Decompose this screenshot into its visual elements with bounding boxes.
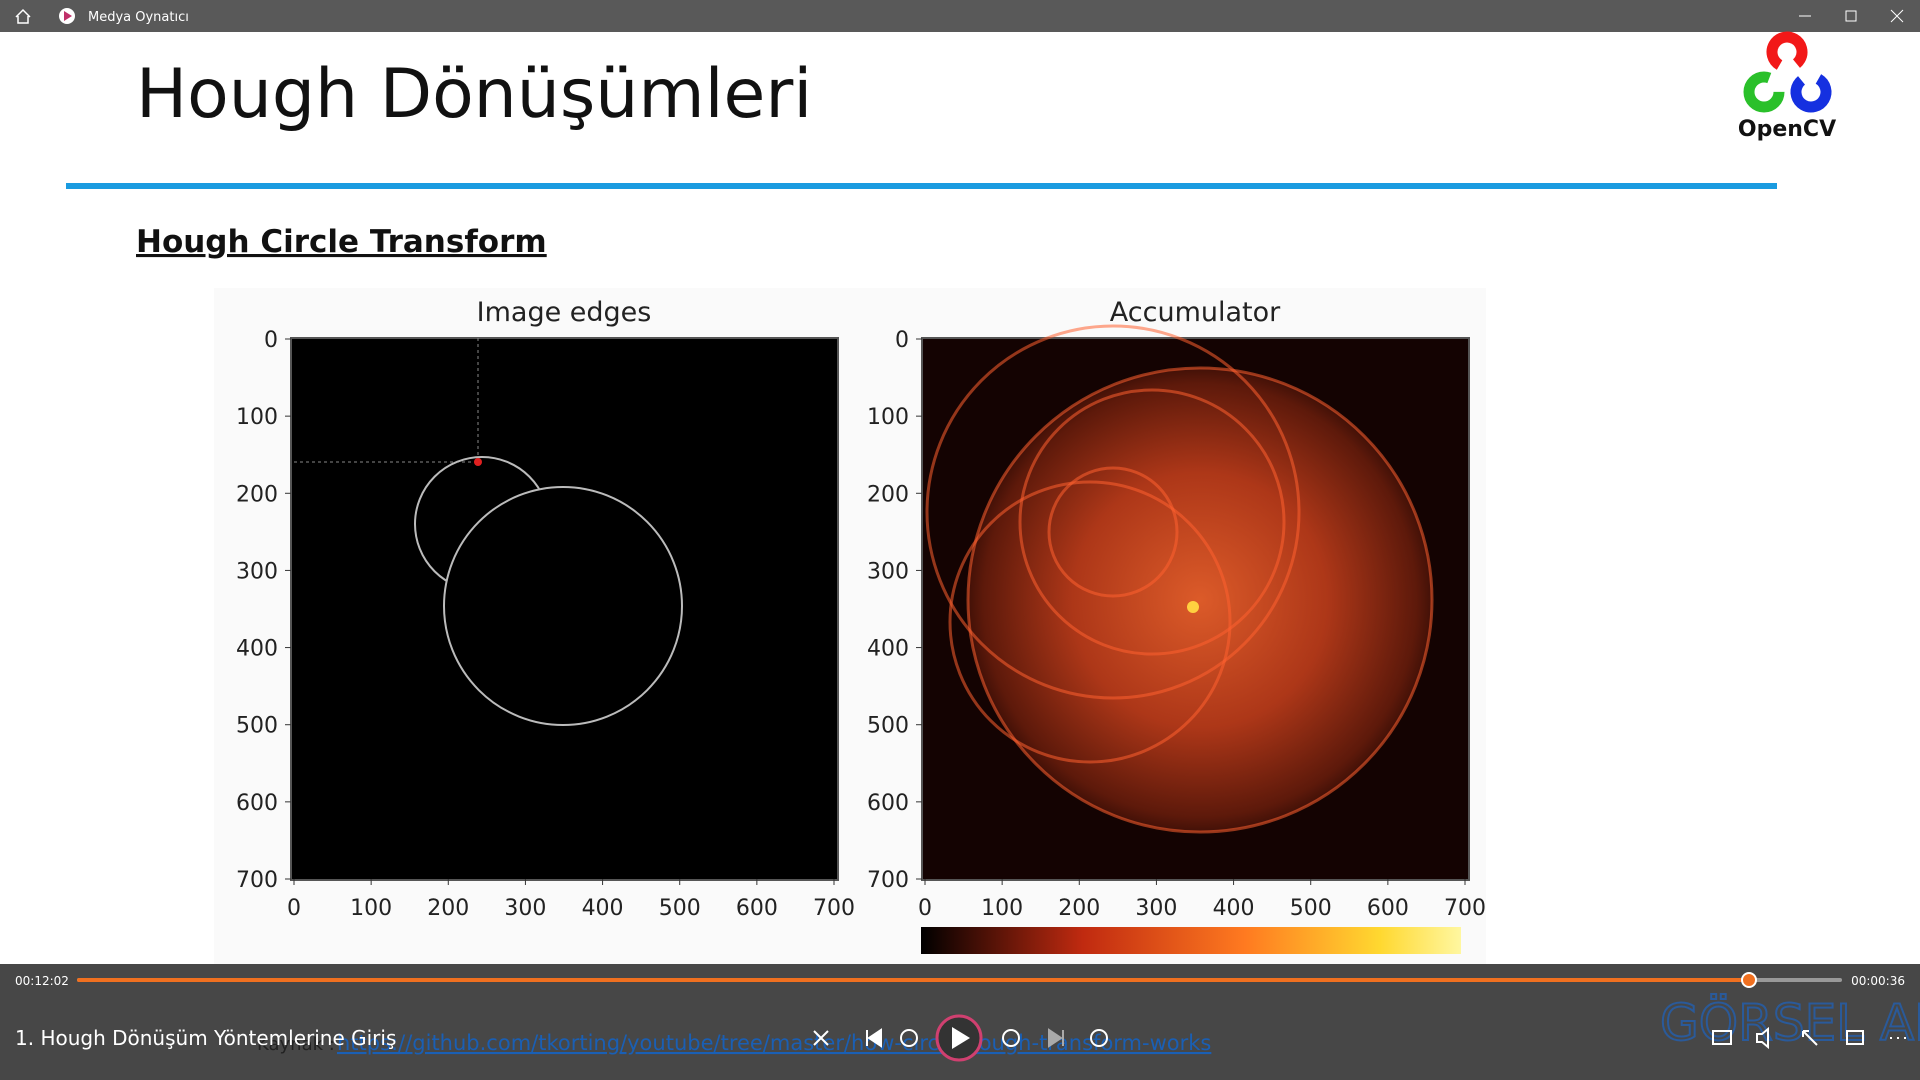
plot-title: Image edges bbox=[477, 297, 652, 328]
divider bbox=[66, 183, 1777, 189]
y-tick-label: 0 bbox=[895, 328, 909, 353]
x-tick-label: 0 bbox=[287, 896, 301, 921]
y-tick-label: 200 bbox=[236, 482, 278, 507]
skip-back-button[interactable] bbox=[900, 1029, 918, 1047]
x-tick-label: 700 bbox=[813, 896, 855, 921]
source-link[interactable]: https://github.com/tkorting/youtube/tree… bbox=[337, 1031, 1211, 1055]
restore-button[interactable] bbox=[1845, 10, 1857, 22]
opencv-logo: OpenCV bbox=[1738, 31, 1836, 142]
repeat-button[interactable] bbox=[1090, 1029, 1108, 1047]
miniplayer-button[interactable] bbox=[1846, 1030, 1864, 1045]
slide-title: Hough Dönüşümleri bbox=[136, 55, 812, 134]
y-tick-label: 500 bbox=[867, 714, 909, 739]
edges-image bbox=[290, 337, 839, 881]
volume-button[interactable] bbox=[1756, 1026, 1769, 1050]
y-tick-label: 300 bbox=[867, 559, 909, 584]
window-title: Medya Oynatıcı bbox=[88, 10, 189, 25]
watermark: GÖRSEL ANALIZ bbox=[1660, 994, 1920, 1052]
previous-button[interactable] bbox=[866, 1028, 882, 1048]
x-tick-label: 200 bbox=[427, 896, 469, 921]
y-tick-label: 600 bbox=[236, 791, 278, 816]
skip-forward-button[interactable] bbox=[1002, 1029, 1020, 1047]
y-tick-label: 0 bbox=[264, 328, 278, 353]
y-tick-label: 700 bbox=[236, 868, 278, 893]
title-bar bbox=[0, 0, 1920, 32]
captions-button[interactable] bbox=[1712, 1030, 1732, 1045]
x-tick-label: 700 bbox=[1444, 896, 1486, 921]
y-tick-label: 700 bbox=[867, 868, 909, 893]
x-tick-label: 300 bbox=[504, 896, 546, 921]
x-tick-label: 400 bbox=[582, 896, 624, 921]
play-icon bbox=[952, 1027, 970, 1049]
home-button[interactable] bbox=[15, 8, 31, 24]
y-tick-label: 100 bbox=[867, 405, 909, 430]
remaining-time: 00:00:36 bbox=[1851, 974, 1905, 988]
y-tick-label: 500 bbox=[236, 714, 278, 739]
x-tick-label: 100 bbox=[981, 896, 1023, 921]
app-icon-glyph bbox=[64, 11, 72, 21]
y-tick-label: 300 bbox=[236, 559, 278, 584]
x-tick-label: 100 bbox=[350, 896, 392, 921]
x-tick-label: 600 bbox=[736, 896, 778, 921]
x-tick-label: 200 bbox=[1058, 896, 1100, 921]
x-tick-label: 0 bbox=[918, 896, 932, 921]
shuffle-button[interactable] bbox=[813, 1030, 829, 1046]
plot-title: Accumulator bbox=[1110, 297, 1281, 328]
seek-thumb[interactable] bbox=[1741, 972, 1757, 988]
subtitle: Hough Circle Transform bbox=[136, 224, 547, 260]
y-tick-label: 100 bbox=[236, 405, 278, 430]
y-tick-label: 200 bbox=[867, 482, 909, 507]
logo-text: OpenCV bbox=[1738, 117, 1836, 142]
source-label: Kaynak : bbox=[257, 1034, 335, 1055]
fullscreen-button[interactable] bbox=[1802, 1030, 1818, 1046]
x-tick-label: 600 bbox=[1367, 896, 1409, 921]
next-button[interactable] bbox=[1048, 1028, 1064, 1048]
x-tick-label: 500 bbox=[659, 896, 701, 921]
x-tick-label: 500 bbox=[1290, 896, 1332, 921]
y-tick-label: 600 bbox=[867, 791, 909, 816]
x-tick-label: 400 bbox=[1213, 896, 1255, 921]
close-button[interactable] bbox=[1890, 9, 1904, 23]
plots: Image edges 0 100 200 300 400 500 600 700 0 100 200… bbox=[236, 297, 1486, 921]
colorbar bbox=[921, 927, 1461, 954]
seek-progress bbox=[77, 978, 1749, 982]
x-tick-label: 300 bbox=[1135, 896, 1177, 921]
y-tick-label: 400 bbox=[867, 637, 909, 662]
elapsed-time: 00:12:02 bbox=[15, 974, 69, 988]
y-tick-label: 400 bbox=[236, 637, 278, 662]
accumulator-image bbox=[921, 324, 1470, 881]
track-title: 1. Hough Dönüşüm Yöntemlerine Giriş bbox=[15, 1026, 396, 1050]
